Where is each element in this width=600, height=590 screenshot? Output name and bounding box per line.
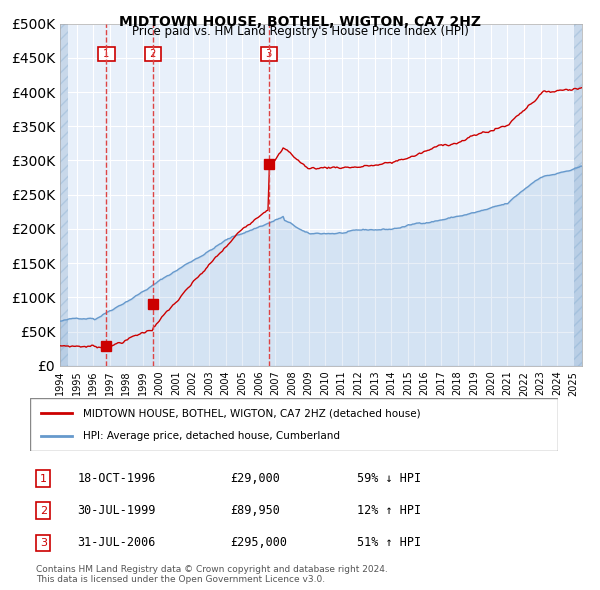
Text: HPI: Average price, detached house, Cumberland: HPI: Average price, detached house, Cumb… — [83, 431, 340, 441]
Text: 2: 2 — [40, 506, 47, 516]
Text: Price paid vs. HM Land Registry's House Price Index (HPI): Price paid vs. HM Land Registry's House … — [131, 25, 469, 38]
Text: 12% ↑ HPI: 12% ↑ HPI — [358, 504, 421, 517]
FancyBboxPatch shape — [30, 398, 558, 451]
Text: 30-JUL-1999: 30-JUL-1999 — [77, 504, 156, 517]
Text: £29,000: £29,000 — [230, 472, 281, 485]
Text: 3: 3 — [263, 50, 275, 60]
Text: £89,950: £89,950 — [230, 504, 281, 517]
Text: 3: 3 — [40, 538, 47, 548]
Text: 59% ↓ HPI: 59% ↓ HPI — [358, 472, 421, 485]
Text: MIDTOWN HOUSE, BOTHEL, WIGTON, CA7 2HZ (detached house): MIDTOWN HOUSE, BOTHEL, WIGTON, CA7 2HZ (… — [83, 408, 421, 418]
Text: 1: 1 — [100, 50, 113, 60]
Text: 2: 2 — [146, 50, 159, 60]
Text: 18-OCT-1996: 18-OCT-1996 — [77, 472, 156, 485]
Text: MIDTOWN HOUSE, BOTHEL, WIGTON, CA7 2HZ: MIDTOWN HOUSE, BOTHEL, WIGTON, CA7 2HZ — [119, 15, 481, 29]
Text: 51% ↑ HPI: 51% ↑ HPI — [358, 536, 421, 549]
Text: This data is licensed under the Open Government Licence v3.0.: This data is licensed under the Open Gov… — [36, 575, 325, 584]
Text: Contains HM Land Registry data © Crown copyright and database right 2024.: Contains HM Land Registry data © Crown c… — [36, 565, 388, 574]
Text: £295,000: £295,000 — [230, 536, 287, 549]
Text: 1: 1 — [40, 474, 47, 484]
Text: 31-JUL-2006: 31-JUL-2006 — [77, 536, 156, 549]
